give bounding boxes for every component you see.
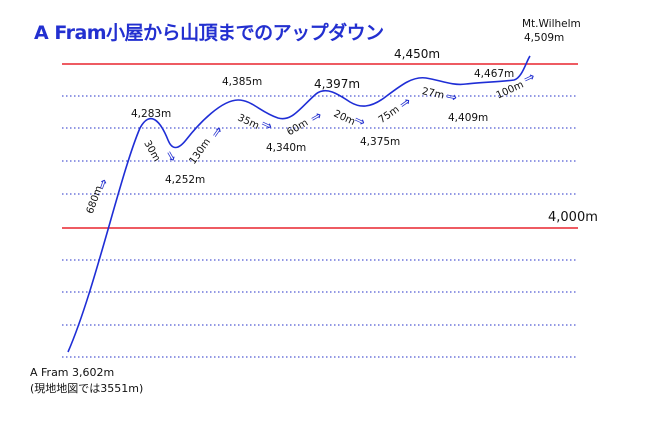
- start-label: A Fram 3,602m: [30, 366, 115, 379]
- point-label: 4,385m: [222, 76, 263, 88]
- grid-lines: [62, 95, 578, 358]
- point-label: 4,397m: [314, 77, 361, 91]
- start-map-note: (現地地図では3551m): [30, 382, 144, 395]
- reference-label-4000: 4,000m: [548, 210, 598, 225]
- point-label: 4,283m: [131, 108, 172, 120]
- point-label: 4,340m: [266, 142, 307, 154]
- summit-name: Mt.Wilhelm: [522, 18, 581, 30]
- point-label: 4,375m: [360, 136, 401, 148]
- point-label: 4,467m: [474, 68, 515, 80]
- elevation-curve: [67, 55, 531, 353]
- summit-elevation: 4,509m: [524, 32, 565, 44]
- page-title: A Fram小屋から山頂までのアップダウン: [34, 22, 384, 44]
- point-label: 4,409m: [448, 112, 489, 124]
- point-label: 4,252m: [165, 174, 206, 186]
- reference-label-4450: 4,450m: [394, 47, 441, 61]
